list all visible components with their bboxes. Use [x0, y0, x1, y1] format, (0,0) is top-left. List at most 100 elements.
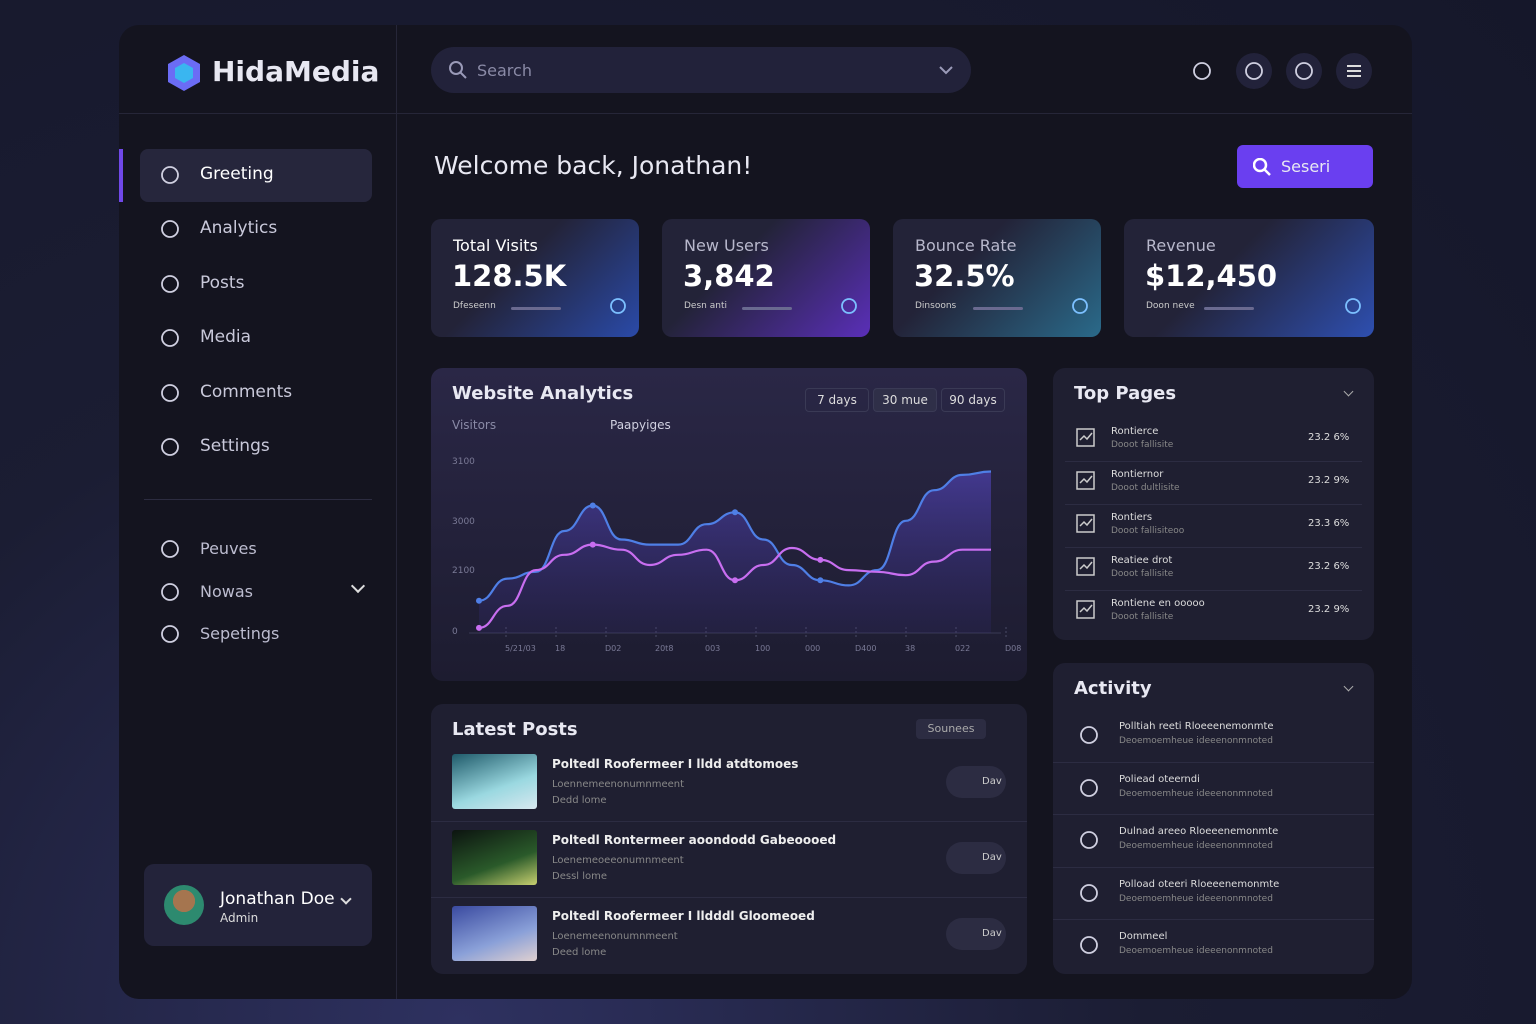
icon-glyph — [161, 274, 179, 293]
header-button[interactable] — [1184, 53, 1220, 89]
icon — [159, 538, 181, 564]
stat-label: Revenue — [1146, 236, 1216, 255]
activity-subtitle: Deoemoemheue ideeenonmnoted — [1119, 893, 1273, 904]
chevron — [939, 66, 953, 75]
row-divider — [1065, 590, 1362, 591]
post-subtitle: Loenemeoeeonumnmeent — [552, 855, 684, 866]
icon-glyph — [161, 166, 179, 184]
icon-glyph — [1080, 831, 1098, 849]
stat-card: Total Visits 128.5K Dfeseenn — [431, 219, 639, 337]
x-tick-label: 20t8 — [655, 644, 674, 653]
nav-item[interactable]: Nowas — [200, 581, 253, 601]
user-card[interactable]: Jonathan Doe Admin — [144, 864, 372, 946]
icon — [1075, 470, 1097, 496]
nav-item[interactable]: Greeting — [200, 164, 274, 184]
point — [476, 597, 482, 604]
welcome: Welcome back, Jonathan! — [434, 151, 753, 180]
post-meta: Deed lome — [552, 947, 607, 958]
point — [817, 577, 824, 584]
stat-value: 32.5% — [914, 259, 1015, 293]
post-title: Poltedl Roofermeer I lldd atdtomoes — [552, 757, 799, 771]
y-tick-label: 3000 — [452, 517, 475, 527]
nav-item[interactable]: Sepetings — [200, 624, 280, 643]
nav-item[interactable]: Comments — [200, 381, 293, 402]
row-subtitle: Dooot fallisiteoo — [1111, 526, 1185, 536]
icon — [838, 295, 860, 321]
x-tick-label: 003 — [705, 644, 721, 653]
stat-label: New Users — [684, 236, 769, 255]
icon — [159, 382, 181, 408]
panel-title: Website Analytics — [452, 383, 634, 404]
icon — [607, 295, 629, 321]
search-box[interactable]: Search — [431, 47, 971, 93]
icon — [159, 436, 181, 462]
icon-glyph — [841, 298, 857, 314]
activity-panel: Activity Polltiah reeti Rloeeenemonmte Deo… — [1053, 663, 1374, 974]
post-action[interactable]: Dav — [946, 766, 1006, 798]
icon — [1342, 295, 1364, 321]
range-tab[interactable]: 30 mue — [873, 388, 937, 412]
icon-glyph — [1295, 62, 1313, 80]
area — [479, 471, 991, 633]
thumbnail — [452, 754, 537, 809]
icon — [1243, 60, 1265, 86]
x-tick-label: D400 — [855, 644, 877, 653]
nav-active — [119, 149, 123, 202]
icon — [1078, 724, 1100, 750]
icon — [1078, 934, 1100, 960]
range-tab[interactable]: 7 days — [805, 388, 869, 412]
point — [589, 541, 596, 548]
icon-glyph — [1080, 778, 1098, 797]
post-subtitle: Loenemeenonumnmeent — [552, 931, 678, 942]
header-button[interactable] — [1236, 53, 1272, 89]
icon — [1078, 777, 1100, 803]
nav-item[interactable]: Posts — [200, 272, 245, 293]
nav-item[interactable]: Analytics — [200, 218, 278, 239]
icon — [159, 623, 181, 649]
icon — [1191, 60, 1213, 86]
row-value: 23.2 6% — [1308, 432, 1350, 443]
header-button[interactable] — [1336, 53, 1372, 89]
sidebar-divider — [396, 25, 397, 999]
chevron — [1343, 386, 1354, 397]
header-button[interactable] — [1286, 53, 1322, 89]
x-tick-label: 38 — [905, 644, 916, 653]
more-button[interactable]: Sounees — [916, 719, 986, 739]
x-tick-label: 100 — [755, 644, 771, 653]
stat-bar — [973, 307, 1023, 310]
icon-glyph — [161, 220, 179, 239]
stat-bar — [511, 307, 561, 310]
post-meta: Dessl lome — [552, 871, 608, 882]
nav-item[interactable]: Media — [200, 327, 252, 348]
icon-glyph — [1076, 471, 1095, 490]
chevron — [350, 578, 366, 594]
post-action[interactable]: Dav — [946, 918, 1006, 950]
x-tick-label: 18 — [555, 644, 566, 653]
row-divider — [1053, 919, 1374, 920]
legend-label: Paapyiges — [610, 418, 671, 432]
icon-glyph — [161, 438, 179, 456]
row-divider — [1053, 866, 1374, 868]
activity-subtitle: Deoemoemheue ideeenonmnoted — [1119, 841, 1273, 851]
icon — [159, 218, 181, 244]
row-divider — [1065, 461, 1362, 462]
post-action[interactable]: Dav — [946, 842, 1006, 874]
row-value: 23.2 6% — [1308, 561, 1350, 572]
stat-note: Desn anti — [684, 301, 727, 311]
row-title: Reatiee drot — [1111, 555, 1173, 566]
range-tab[interactable]: 90 days — [941, 388, 1005, 412]
row-divider — [1053, 814, 1374, 815]
nav-item[interactable]: Peuves — [200, 539, 257, 558]
icon-glyph — [1080, 883, 1098, 902]
nav-item[interactable]: Settings — [200, 436, 270, 456]
avatar — [164, 885, 204, 925]
stat-note: Dinsoons — [915, 301, 957, 311]
header-divider — [119, 113, 1412, 114]
activity-title: Polltiah reeti Rloeeenemonmte — [1119, 721, 1274, 732]
icon — [1078, 829, 1100, 855]
stat-card: New Users 3,842 Desn anti — [662, 219, 870, 337]
icon-glyph — [1347, 65, 1361, 77]
y-tick-label: 3100 — [452, 457, 475, 467]
action-button[interactable]: Seseri — [1237, 145, 1373, 188]
point — [732, 577, 738, 584]
